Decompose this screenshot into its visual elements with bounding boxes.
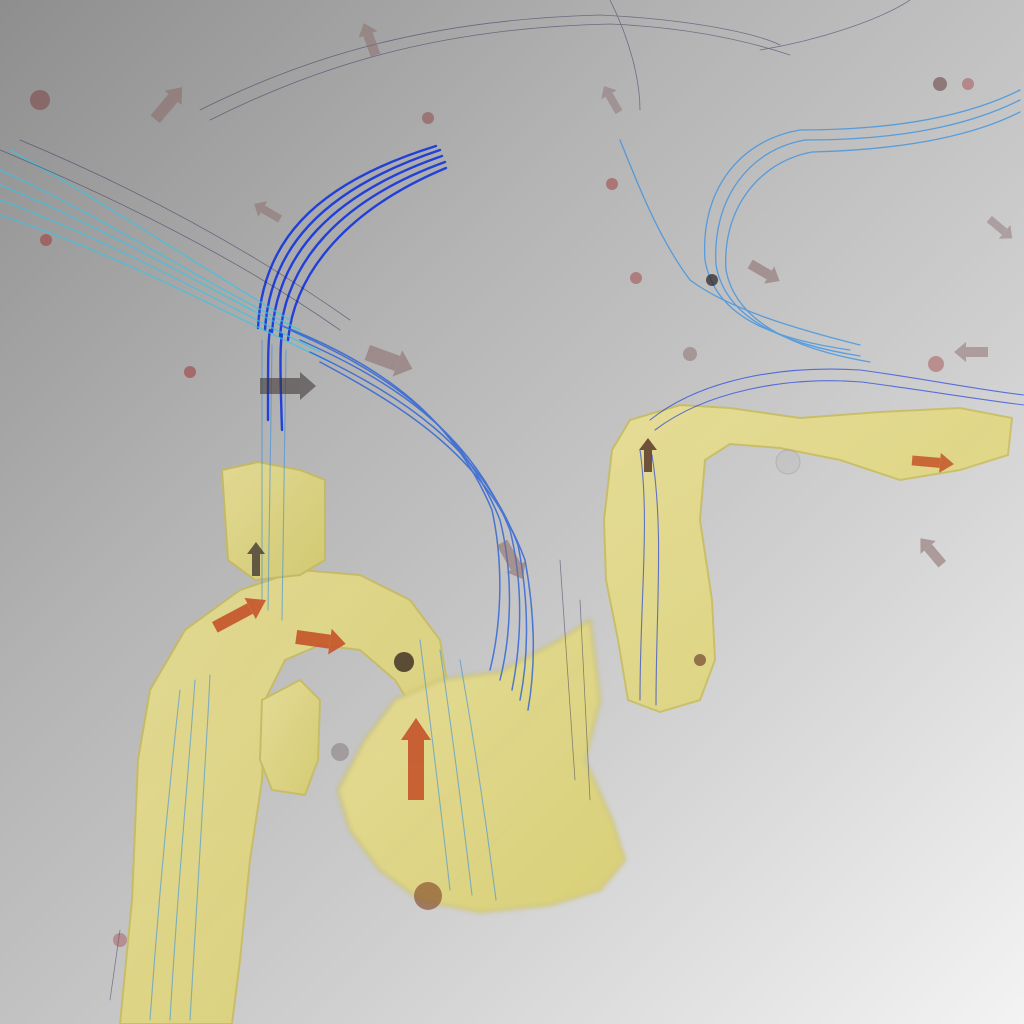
- marker-dot: [933, 77, 947, 91]
- vertical-fibers: [149, 339, 497, 1021]
- heart-chamber: [336, 618, 627, 914]
- velocity-arrows: [150, 23, 1013, 800]
- vessel-surfaces: [118, 403, 1014, 1024]
- arrow-warm-2: [295, 628, 346, 655]
- arrow-faded-6: [954, 342, 988, 362]
- arrow-faded-4: [496, 539, 526, 580]
- cyan-diagonal-bundle: [0, 149, 331, 363]
- dark-thin-fibers: [0, 0, 911, 1001]
- arrow-faded-5: [747, 259, 780, 284]
- arrow-faded-2: [358, 23, 381, 57]
- velocity-markers: [30, 77, 974, 947]
- arrow-warm-3: [401, 718, 431, 800]
- marker-dot: [962, 78, 974, 90]
- blue-descending-bundle: [279, 324, 535, 711]
- marker-dot: [40, 234, 52, 246]
- right-vessel-arch: [602, 403, 1014, 714]
- marker-dot: [606, 178, 618, 190]
- marker-dot: [394, 652, 414, 672]
- arrow-faded-7: [920, 538, 947, 568]
- arrow-faded-1: [150, 87, 183, 124]
- marker-dot: [414, 882, 442, 910]
- arrow-dark-1: [247, 542, 265, 576]
- marker-dot: [331, 743, 349, 761]
- arrow-faded-3: [364, 344, 413, 377]
- marker-dot: [928, 356, 944, 372]
- right-horizontal-bundle: [639, 368, 1024, 706]
- left-vessel-lower-limb: [258, 678, 322, 797]
- right-upper-bundle: [619, 89, 1021, 363]
- arrow-faded-10: [601, 86, 623, 115]
- arrow-faded-11: [260, 372, 316, 400]
- marker-dot: [113, 933, 127, 947]
- arrow-faded-9: [254, 201, 283, 223]
- blue-upper-arch-bundle: [256, 144, 448, 432]
- marker-dot: [422, 112, 434, 124]
- arrow-warm-1: [211, 597, 267, 633]
- arrow-dark-2: [639, 438, 657, 472]
- marker-dot: [775, 449, 801, 475]
- marker-dot: [694, 654, 706, 666]
- marker-dot: [683, 347, 697, 361]
- left-vessel-branch: [220, 460, 326, 582]
- marker-dot: [706, 274, 718, 286]
- marker-dot: [630, 272, 642, 284]
- arrow-faded-8: [986, 215, 1013, 239]
- marker-dot: [30, 90, 50, 110]
- marker-dot: [184, 366, 196, 378]
- arrow-warm-4: [911, 452, 954, 473]
